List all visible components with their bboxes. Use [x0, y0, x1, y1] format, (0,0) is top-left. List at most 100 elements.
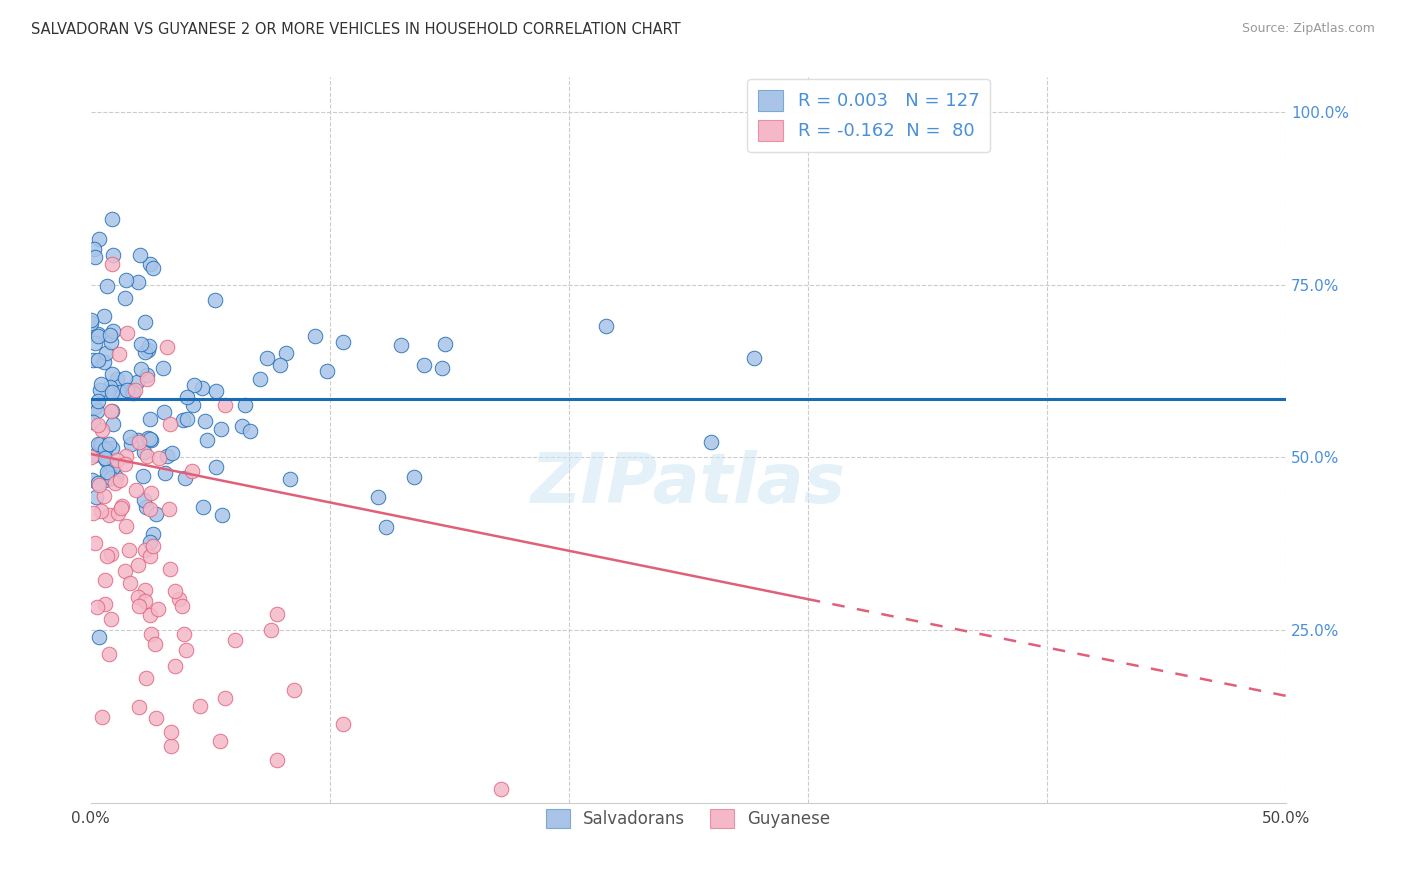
Point — [141, 486, 163, 500]
Point — [413, 359, 436, 373]
Point — [269, 358, 291, 372]
Point — [173, 627, 195, 641]
Point — [233, 398, 256, 412]
Point — [115, 273, 138, 287]
Point — [87, 328, 110, 343]
Point — [103, 324, 125, 338]
Point — [96, 465, 118, 479]
Point — [96, 345, 118, 359]
Point — [83, 400, 105, 414]
Point — [136, 431, 159, 445]
Point — [100, 334, 122, 349]
Point — [595, 318, 617, 333]
Point — [134, 315, 156, 329]
Point — [145, 507, 167, 521]
Point — [374, 519, 396, 533]
Point — [86, 404, 108, 418]
Point — [152, 360, 174, 375]
Point — [176, 390, 198, 404]
Point — [98, 508, 121, 523]
Point — [87, 478, 110, 492]
Point — [188, 698, 211, 713]
Point — [101, 404, 124, 418]
Point — [121, 386, 143, 401]
Point — [283, 683, 305, 698]
Point — [260, 623, 283, 637]
Point — [127, 558, 149, 572]
Point — [97, 384, 120, 399]
Point — [160, 724, 183, 739]
Point — [153, 466, 176, 480]
Point — [204, 384, 226, 398]
Point — [110, 501, 132, 516]
Point — [90, 436, 112, 450]
Point — [87, 417, 110, 432]
Point — [165, 659, 187, 673]
Point — [107, 506, 129, 520]
Point — [125, 483, 148, 498]
Point — [120, 430, 142, 444]
Point — [205, 460, 228, 475]
Point — [136, 449, 159, 463]
Point — [169, 592, 191, 607]
Point — [89, 437, 111, 451]
Point — [101, 385, 124, 400]
Point — [80, 317, 103, 331]
Point — [100, 547, 122, 561]
Point — [160, 446, 183, 460]
Point — [127, 590, 149, 604]
Point — [389, 337, 412, 351]
Point — [159, 417, 181, 432]
Point — [101, 212, 124, 227]
Point — [159, 739, 181, 753]
Point — [94, 453, 117, 467]
Point — [105, 453, 128, 467]
Point — [80, 313, 103, 327]
Point — [98, 380, 121, 394]
Point — [97, 468, 120, 483]
Point — [191, 381, 214, 395]
Point — [115, 326, 138, 340]
Point — [142, 260, 165, 275]
Point — [104, 476, 127, 491]
Point — [82, 415, 104, 429]
Point — [134, 345, 156, 359]
Point — [94, 450, 117, 465]
Point — [129, 337, 152, 351]
Point — [266, 753, 288, 767]
Point — [93, 354, 115, 368]
Point — [128, 700, 150, 714]
Point — [239, 424, 262, 438]
Point — [87, 630, 110, 644]
Point — [172, 413, 194, 427]
Point — [141, 433, 163, 447]
Point — [139, 502, 162, 516]
Point — [87, 476, 110, 491]
Point — [96, 278, 118, 293]
Point — [170, 599, 193, 613]
Point — [90, 376, 112, 391]
Point — [129, 248, 152, 262]
Point — [127, 375, 149, 389]
Point — [98, 328, 121, 343]
Point — [98, 437, 121, 451]
Point — [114, 291, 136, 305]
Point — [100, 404, 122, 418]
Point — [367, 490, 389, 504]
Point — [332, 716, 354, 731]
Point — [173, 471, 195, 485]
Point — [107, 372, 129, 386]
Point — [194, 414, 217, 428]
Point — [136, 368, 159, 382]
Point — [142, 540, 165, 554]
Point — [176, 412, 198, 426]
Point — [90, 504, 112, 518]
Point — [742, 351, 765, 366]
Point — [93, 490, 115, 504]
Text: SALVADORAN VS GUYANESE 2 OR MORE VEHICLES IN HOUSEHOLD CORRELATION CHART: SALVADORAN VS GUYANESE 2 OR MORE VEHICLE… — [31, 22, 681, 37]
Point — [404, 469, 426, 483]
Point — [115, 383, 138, 397]
Point — [136, 372, 159, 386]
Point — [214, 398, 236, 412]
Point — [89, 384, 111, 398]
